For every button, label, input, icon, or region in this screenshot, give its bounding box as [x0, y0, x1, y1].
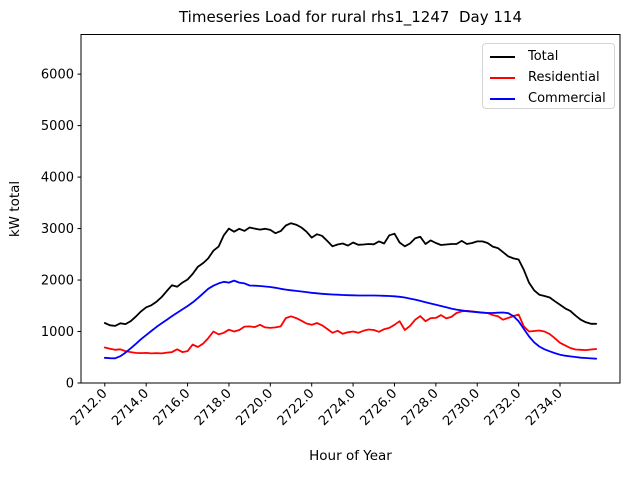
x-tick-label: 2734.0: [523, 386, 566, 429]
chart-title: Timeseries Load for rural rhs1_1247 Day …: [178, 8, 522, 26]
x-tick-label: 2712.0: [68, 386, 111, 429]
y-tick-label: 1000: [41, 325, 74, 340]
y-tick-label: 3000: [41, 222, 74, 237]
x-tick-label: 2722.0: [275, 386, 318, 429]
series-line-total: [103, 222, 598, 327]
legend-label-commercial: Commercial: [528, 91, 606, 106]
y-tick-label: 0: [66, 377, 74, 392]
y-tick-label: 2000: [41, 274, 74, 289]
x-tick-label: 2714.0: [109, 386, 152, 429]
y-tick-label: 6000: [41, 68, 74, 83]
legend-line-commercial: [490, 97, 515, 100]
plot-frame: [80, 34, 621, 384]
legend-entry-total: Total: [483, 46, 614, 67]
series-line-commercial: [103, 279, 598, 360]
y-tick-label: 4000: [41, 171, 74, 186]
x-tick-label: 2720.0: [233, 386, 276, 429]
legend-entry-commercial: Commercial: [483, 88, 614, 109]
legend: Total Residential Commercial: [482, 43, 615, 109]
x-tick-label: 2718.0: [192, 386, 235, 429]
legend-label-total: Total: [528, 49, 559, 64]
legend-line-residential: [490, 76, 515, 79]
x-tick-label: 2728.0: [399, 386, 442, 429]
series-line-residential: [103, 309, 598, 355]
x-axis-label: Hour of Year: [309, 448, 392, 464]
legend-entry-residential: Residential: [483, 67, 614, 88]
legend-line-total: [490, 55, 515, 58]
x-tick-label: 2716.0: [151, 386, 194, 429]
series-lines: [103, 222, 598, 360]
x-tick-label: 2732.0: [482, 386, 525, 429]
y-tick-label: 5000: [41, 119, 74, 134]
y-ticks: 0 1000 2000 3000 4000 5000 6000: [41, 68, 81, 392]
legend-label-residential: Residential: [528, 70, 600, 85]
x-tick-label: 2724.0: [316, 386, 359, 429]
x-tick-label: 2726.0: [358, 386, 401, 429]
x-ticks: 2712.02714.02716.02718.02720.02722.02724…: [68, 383, 566, 429]
x-tick-label: 2730.0: [440, 386, 483, 429]
